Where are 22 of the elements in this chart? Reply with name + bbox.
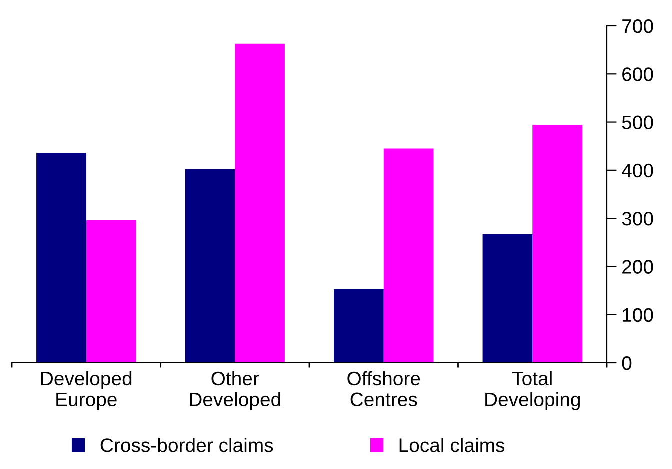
bar — [334, 289, 384, 363]
legend-label: Cross-border claims — [100, 438, 274, 452]
x-tick-label: Offshore Centres — [348, 371, 420, 407]
bar — [36, 153, 86, 363]
x-tick-label: Total Developing — [486, 371, 580, 410]
bar — [185, 169, 236, 363]
x-tick-label: Developed Europe — [41, 371, 132, 410]
y-tick-label: 400 — [622, 164, 654, 178]
bar — [235, 44, 285, 363]
y-tick-label: 500 — [622, 116, 654, 130]
y-tick-label: 300 — [622, 212, 654, 226]
y-tick-label: 100 — [623, 308, 654, 322]
bar — [532, 125, 582, 363]
bar — [384, 148, 434, 363]
bar — [482, 234, 533, 363]
y-tick-label: 700 — [622, 19, 654, 34]
x-tick-label: Other Developed — [190, 371, 280, 410]
y-tick-label: 0 — [622, 356, 632, 370]
bar — [86, 220, 136, 363]
legend-label: Local claims — [400, 438, 505, 452]
y-tick-label: 600 — [622, 68, 654, 82]
y-tick-label: 200 — [622, 260, 654, 274]
